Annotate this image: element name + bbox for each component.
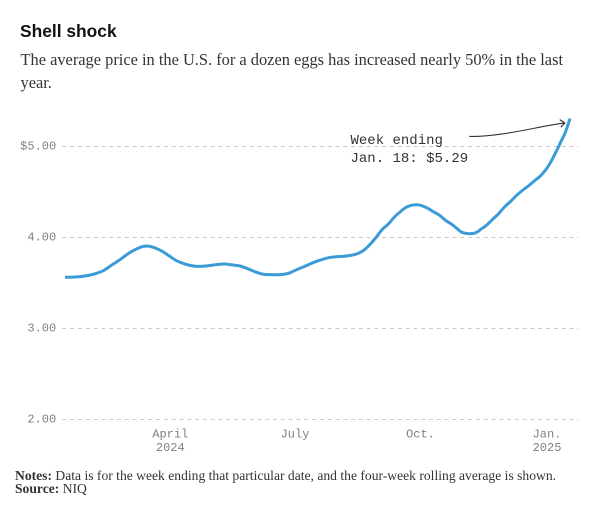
svg-text:2024: 2024 xyxy=(156,441,185,455)
svg-text:2025: 2025 xyxy=(533,441,562,455)
svg-text:2.00: 2.00 xyxy=(27,413,56,427)
svg-text:3.00: 3.00 xyxy=(27,322,56,336)
svg-text:July: July xyxy=(281,428,310,442)
svg-text:4.00: 4.00 xyxy=(27,231,56,245)
svg-text:Oct.: Oct. xyxy=(406,428,435,442)
svg-text:Jan.: Jan. xyxy=(533,428,562,442)
svg-text:April: April xyxy=(152,428,188,442)
svg-text:$5.00: $5.00 xyxy=(20,140,56,154)
svg-text:Week ending: Week ending xyxy=(351,133,443,149)
svg-text:Jan. 18: $5.29: Jan. 18: $5.29 xyxy=(351,151,469,167)
